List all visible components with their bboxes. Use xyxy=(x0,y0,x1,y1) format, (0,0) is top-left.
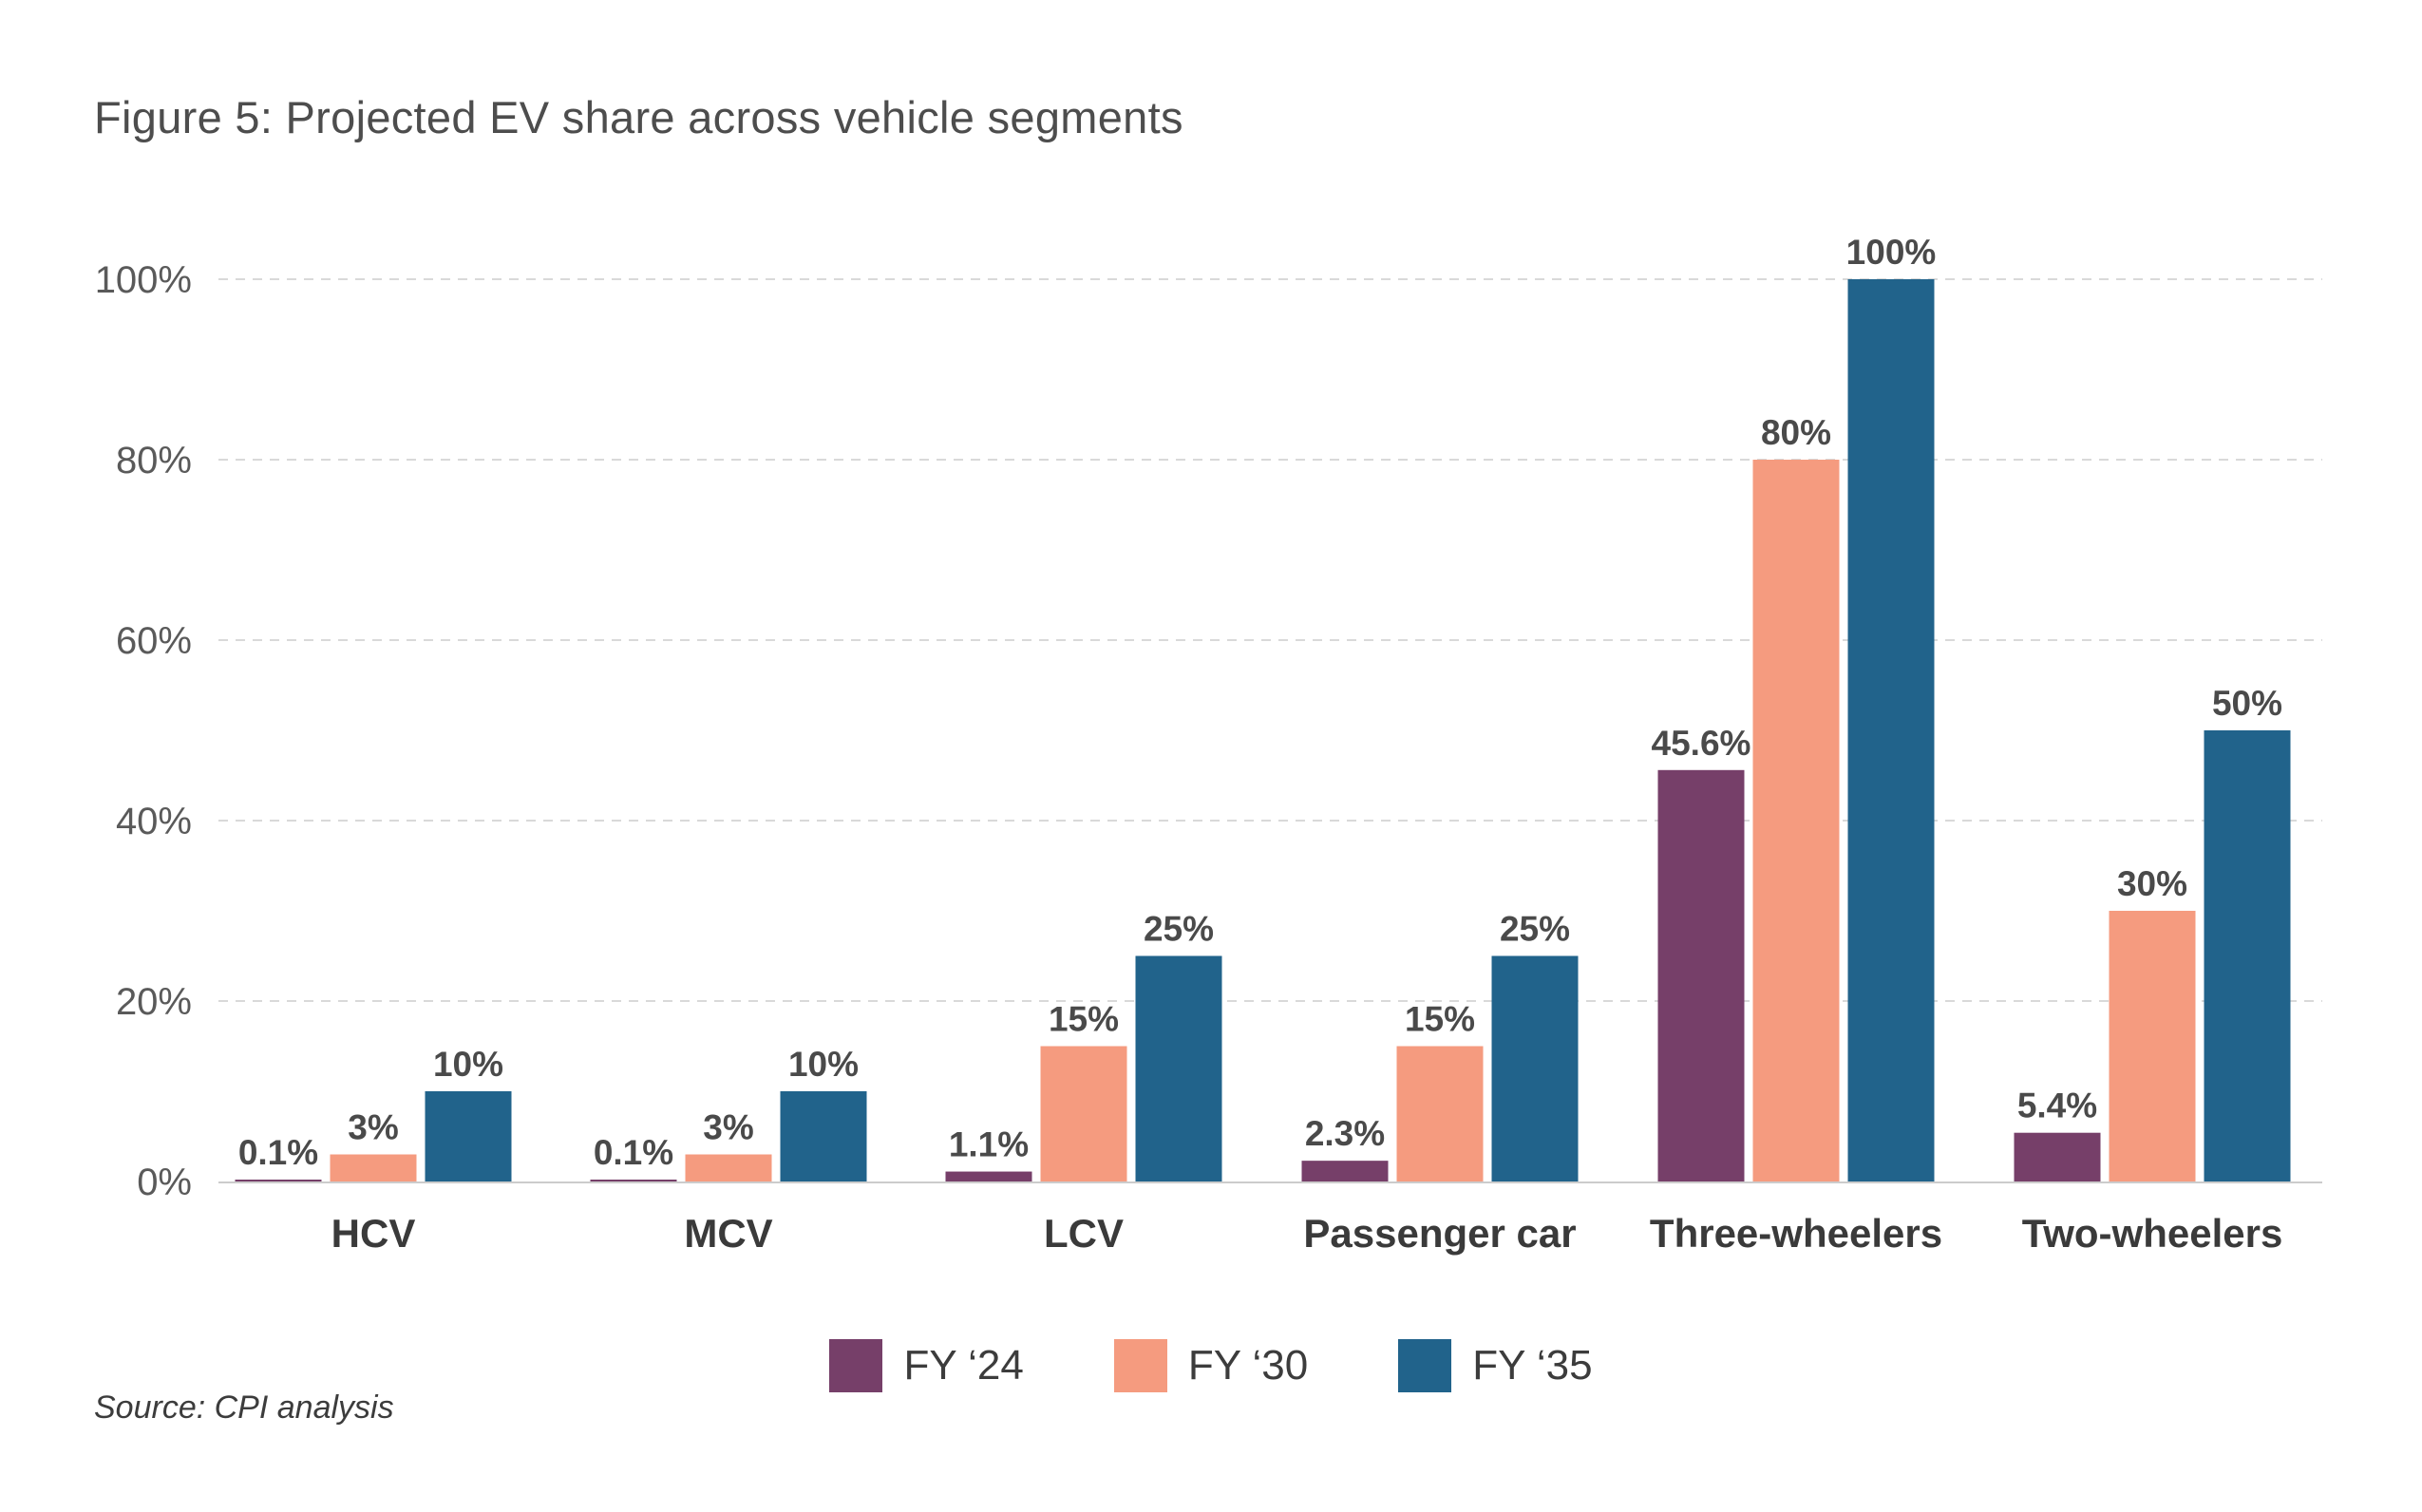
legend-label-fy24: FY ‘24 xyxy=(903,1342,1024,1389)
bar-passenger-car-series-2 xyxy=(1491,955,1579,1181)
y-tick-label: 40% xyxy=(116,801,192,842)
legend-item-fy35: FY ‘35 xyxy=(1398,1339,1593,1392)
legend-label-fy30: FY ‘30 xyxy=(1187,1342,1309,1389)
legend: FY ‘24 FY ‘30 FY ‘35 xyxy=(0,1339,2422,1392)
y-axis-ticks: 0% 20% 40% 60% 80% 100% xyxy=(95,259,192,1203)
data-label: 1.1% xyxy=(949,1125,1029,1164)
data-label: 10% xyxy=(433,1045,503,1084)
x-tick-label: Passenger car xyxy=(1303,1211,1576,1256)
bar-hcv-series-1 xyxy=(330,1154,417,1181)
y-tick-label: 100% xyxy=(95,259,192,301)
data-label: 3% xyxy=(703,1108,753,1147)
source-note: Source: CPI analysis xyxy=(94,1389,394,1426)
y-tick-label: 20% xyxy=(116,981,192,1023)
legend-item-fy24: FY ‘24 xyxy=(829,1339,1024,1392)
legend-swatch-fy24 xyxy=(829,1339,883,1392)
x-axis-ticks: HCV MCV LCV Passenger car Three-wheelers Two-… xyxy=(331,1211,2283,1256)
bar-two-wheelers-series-2 xyxy=(2204,730,2291,1181)
data-label: 15% xyxy=(1049,1000,1119,1039)
bar-two-wheelers-series-0 xyxy=(2014,1132,2101,1181)
x-tick-label: HCV xyxy=(331,1211,416,1256)
legend-label-fy35: FY ‘35 xyxy=(1472,1342,1593,1389)
y-tick-label: 0% xyxy=(137,1162,192,1203)
data-label: 45.6% xyxy=(1652,724,1751,763)
bar-three-wheelers-series-1 xyxy=(1752,460,1840,1181)
bar-passenger-car-series-0 xyxy=(1301,1161,1389,1181)
bars xyxy=(235,279,2291,1181)
legend-item-fy30: FY ‘30 xyxy=(1113,1339,1309,1392)
data-label: 100% xyxy=(1846,233,1937,272)
chart-title: Figure 5: Projected EV share across vehi… xyxy=(94,92,1183,142)
legend-swatch-fy35 xyxy=(1398,1339,1452,1392)
bar-hcv-series-0 xyxy=(235,1180,322,1181)
data-label: 10% xyxy=(788,1045,859,1084)
bar-lcv-series-0 xyxy=(945,1171,1032,1181)
bar-lcv-series-1 xyxy=(1040,1046,1127,1181)
bar-lcv-series-2 xyxy=(1135,955,1222,1181)
x-tick-label: Three-wheelers xyxy=(1650,1211,1942,1256)
x-tick-label: MCV xyxy=(684,1211,772,1256)
legend-swatch-fy30 xyxy=(1113,1339,1167,1392)
data-label: 50% xyxy=(2212,684,2282,723)
y-tick-label: 60% xyxy=(116,620,192,662)
data-label: 30% xyxy=(2117,864,2187,903)
data-label: 0.1% xyxy=(238,1133,318,1172)
data-label: 0.1% xyxy=(594,1133,673,1172)
data-label: 3% xyxy=(348,1108,398,1147)
data-label: 2.3% xyxy=(1305,1114,1385,1153)
gridlines xyxy=(218,278,2322,1002)
bar-mcv-series-2 xyxy=(780,1091,867,1181)
bar-mcv-series-1 xyxy=(685,1154,772,1181)
y-tick-label: 80% xyxy=(116,440,192,482)
bar-three-wheelers-series-2 xyxy=(1847,279,1935,1181)
data-label: 25% xyxy=(1144,910,1214,949)
x-tick-label: LCV xyxy=(1044,1211,1124,1256)
data-labels: 0.1% 3% 10% 0.1% 3% 10% 1.1% 15% 25% 2.3% 15% 25% 45… xyxy=(238,233,2282,1172)
bar-passenger-car-series-1 xyxy=(1396,1046,1484,1181)
bar-three-wheelers-series-0 xyxy=(1657,769,1745,1181)
data-label: 15% xyxy=(1405,1000,1475,1039)
x-tick-label: Two-wheelers xyxy=(2022,1211,2283,1256)
bar-two-wheelers-series-1 xyxy=(2109,911,2196,1181)
bar-hcv-series-2 xyxy=(425,1091,512,1181)
data-label: 5.4% xyxy=(2017,1087,2097,1125)
data-label: 80% xyxy=(1761,413,1831,452)
bar-mcv-series-0 xyxy=(590,1180,677,1181)
data-label: 25% xyxy=(1500,910,1570,949)
